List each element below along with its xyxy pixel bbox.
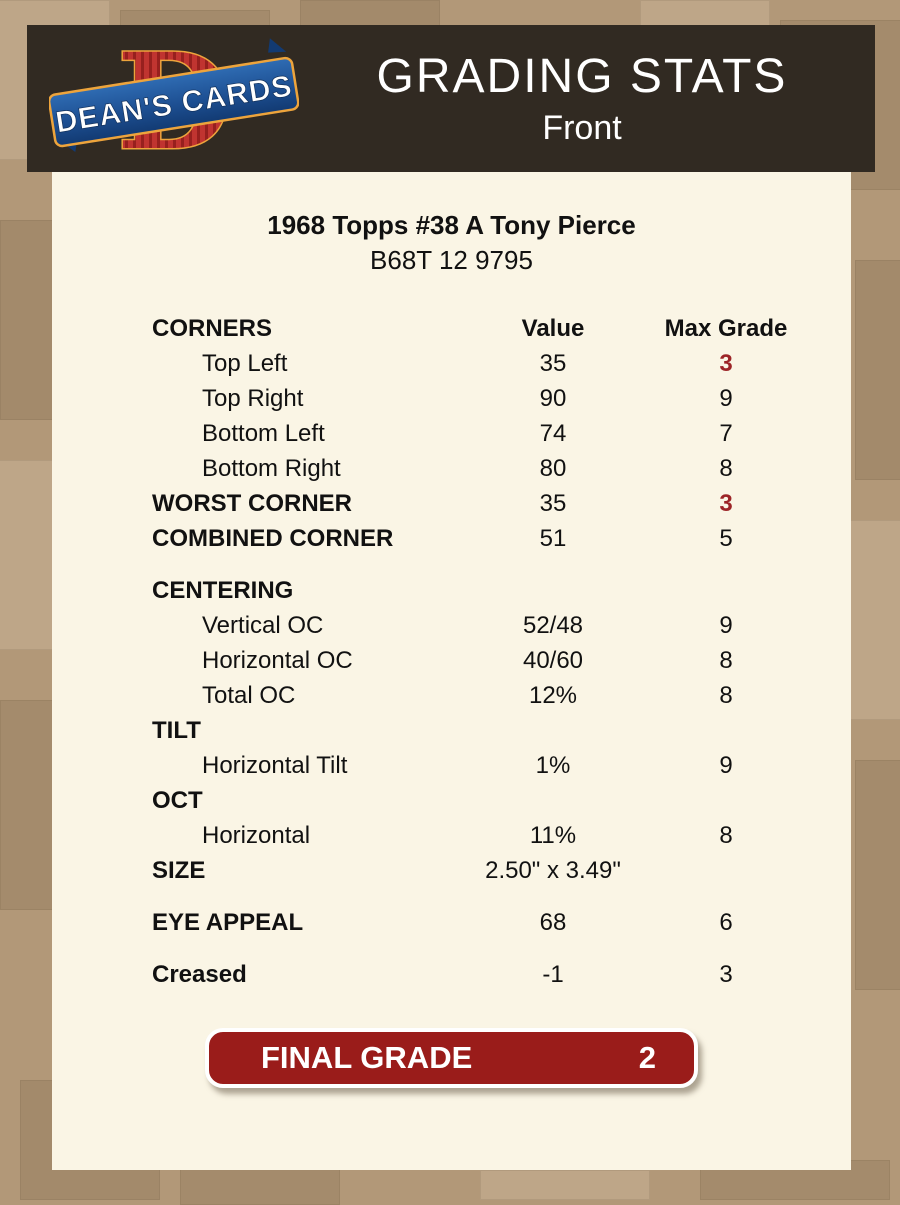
row-label: SIZE [152,857,206,884]
row-label: Horizontal Tilt [202,752,348,779]
header-banner: D DEAN'S CARDS GRADING STATS Front [27,24,875,182]
row-grade: 7 [719,420,733,447]
row-value: 1% [535,752,571,779]
page-title: GRADING STATS [376,49,788,103]
row-value: 12% [528,682,578,709]
table-row: WORST CORNER 35 3 [52,486,851,521]
table-row: Creased -1 3 [52,957,851,992]
row-grade [633,853,819,888]
row-label: Top Left [202,350,288,377]
table-row: Horizontal OC 40/60 8 [52,643,851,678]
row-grade: 8 [719,647,733,674]
table-row: Horizontal Tilt 1% 9 [52,748,851,783]
background-card [855,760,900,990]
row-value: 35 [539,490,567,517]
row-grade: 8 [719,682,733,709]
row-grade [633,713,819,748]
row-label: Bottom Right [202,455,341,482]
row-value: 80 [539,455,567,482]
row-grade: Max Grade [664,315,788,342]
row-value [473,713,633,748]
row-value: -1 [542,961,564,988]
table-row: SIZE 2.50" x 3.49" [52,853,851,888]
row-grade [633,783,819,818]
row-value: 74 [539,420,567,447]
row-label: WORST CORNER [152,490,352,517]
row-value: 52/48 [522,612,584,639]
row-value: 35 [539,350,567,377]
stats-panel: 1968 Topps #38 A Tony Pierce B68T 12 979… [52,172,851,1170]
row-value: Value [521,315,585,342]
row-label: TILT [152,717,201,744]
deans-cards-logo-icon: D DEAN'S CARDS [47,24,300,182]
row-label: Vertical OC [202,612,324,639]
table-row: CENTERING [52,573,851,608]
row-value [473,783,633,818]
row-label: EYE APPEAL [152,909,304,936]
row-label: Horizontal OC [202,647,353,674]
final-grade-button[interactable]: FINAL GRADE 2 [205,1028,698,1088]
row-grade: 3 [719,350,733,377]
page-subtitle: Front [542,108,622,147]
table-row: Horizontal 11% 8 [52,818,851,853]
table-row: OCT [52,783,851,818]
table-row: COMBINED CORNER 51 5 [52,521,851,556]
stats-table: CORNERS Value Max Grade Top Left 35 3 To… [52,311,851,992]
row-label: Creased [152,961,247,988]
final-grade-label: FINAL GRADE [261,1040,473,1075]
row-grade: 8 [719,822,733,849]
table-row: CORNERS Value Max Grade [52,311,851,346]
background-card [0,700,55,910]
row-grade: 9 [719,752,733,779]
card-title: 1968 Topps #38 A Tony Pierce [267,210,636,240]
row-grade: 8 [719,455,733,482]
row-value: 40/60 [522,647,584,674]
row-grade: 6 [719,909,733,936]
row-grade: 3 [719,490,733,517]
row-value: 51 [539,525,567,552]
row-label: Top Right [202,385,304,412]
row-value: 11% [529,822,577,849]
table-row: Bottom Right 80 8 [52,451,851,486]
table-row: Vertical OC 52/48 9 [52,608,851,643]
row-value: 2.50" x 3.49" [485,857,621,884]
card-id: B68T 12 9795 [370,245,533,275]
row-label: Total OC [202,682,296,709]
row-label: OCT [152,787,203,814]
background-card [180,1165,340,1205]
table-row: Top Left 35 3 [52,346,851,381]
table-row: Top Right 90 9 [52,381,851,416]
row-grade: 5 [719,525,733,552]
table-row: TILT [52,713,851,748]
row-grade [633,573,819,608]
row-value: 90 [539,385,567,412]
row-value [473,573,633,608]
row-label: Horizontal [202,822,311,849]
final-grade-value: 2 [638,1040,656,1075]
table-row: Total OC 12% 8 [52,678,851,713]
background-card [850,520,900,720]
row-label: CORNERS [152,315,273,342]
row-label: Bottom Left [202,420,325,447]
row-grade: 9 [719,612,733,639]
table-row: EYE APPEAL 68 6 [52,905,851,940]
background-card [855,260,900,480]
row-value: 68 [539,909,567,936]
table-row: Bottom Left 74 7 [52,416,851,451]
row-grade: 9 [719,385,733,412]
row-grade: 3 [719,961,733,988]
background-card [0,460,55,650]
row-label: COMBINED CORNER [152,525,394,552]
row-label: CENTERING [152,577,294,604]
background-card [0,220,60,420]
